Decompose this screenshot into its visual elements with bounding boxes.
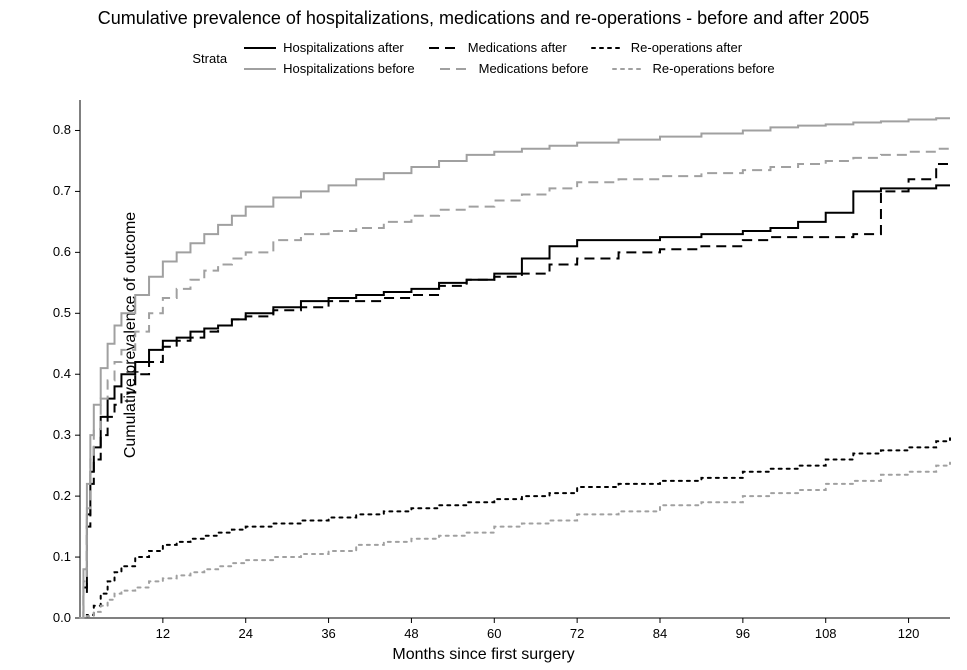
chart-stage: Cumulative prevalence of hospitalization… <box>0 0 967 670</box>
series-line <box>80 161 950 618</box>
series-line <box>80 149 950 618</box>
x-tick-label: 120 <box>898 626 920 641</box>
series-line <box>80 185 950 618</box>
y-tick-label: 0.0 <box>53 610 71 625</box>
x-tick-label: 108 <box>815 626 837 641</box>
series-line <box>80 438 950 618</box>
y-tick-label: 0.3 <box>53 427 71 442</box>
y-tick-label: 0.5 <box>53 305 71 320</box>
plot-area <box>0 0 967 670</box>
x-tick-label: 60 <box>487 626 501 641</box>
y-tick-label: 0.1 <box>53 549 71 564</box>
x-tick-label: 36 <box>321 626 335 641</box>
x-tick-label: 72 <box>570 626 584 641</box>
y-tick-label: 0.8 <box>53 122 71 137</box>
series-line <box>80 118 950 618</box>
y-tick-label: 0.6 <box>53 244 71 259</box>
y-tick-label: 0.4 <box>53 366 71 381</box>
series-line <box>80 463 950 618</box>
x-tick-label: 24 <box>238 626 252 641</box>
x-tick-label: 12 <box>156 626 170 641</box>
y-tick-label: 0.7 <box>53 183 71 198</box>
y-tick-label: 0.2 <box>53 488 71 503</box>
x-tick-label: 96 <box>736 626 750 641</box>
x-tick-label: 84 <box>653 626 667 641</box>
x-tick-label: 48 <box>404 626 418 641</box>
